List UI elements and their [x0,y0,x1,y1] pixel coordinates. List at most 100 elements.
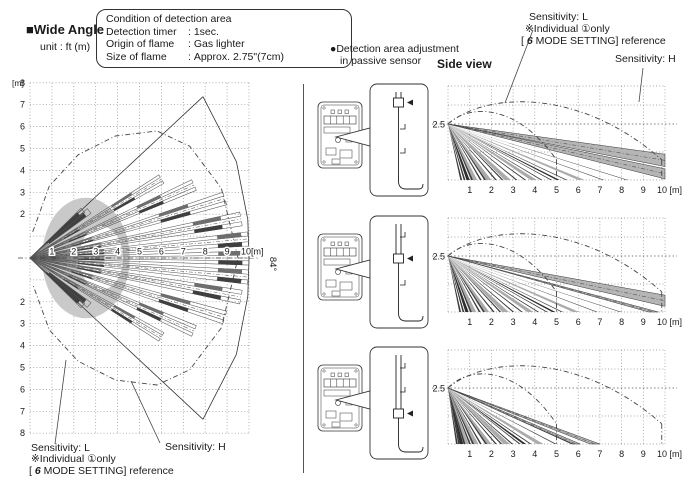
terminal-strip [323,115,357,125]
y-tick-label: 8 [20,78,25,88]
position-tick [400,124,406,130]
x-axis-unit-label: 10 [m] [657,185,682,195]
condition-box-title: Condition of detection area [106,13,232,25]
x-tick-label: 3 [93,247,98,257]
sensor-unit-drawing [317,346,429,460]
wire [398,437,424,453]
wire [398,174,424,190]
mode-setting-note-bottom: [ 6 MODE SETTING] reference [29,465,174,477]
area-slider [393,224,413,306]
adjustment-diagram-top [317,83,429,197]
individual-note-top: ※Individual ①only [525,23,610,35]
screw-hole [354,160,358,164]
x-tick-label: 5 [554,317,559,327]
x-axis-unit-label: 10 [m] [657,449,682,459]
y-tick-label: 7 [20,100,25,110]
y-tick-label: 3 [20,319,25,329]
y-axis-unit-label: [m] [12,78,24,88]
sensitivity-h-label-top: Sensitivity: H [615,53,676,65]
column-divider [303,84,304,473]
side-view-drawing: 2.5 1 2 3 4 5 6 7 8 9 10 [m] [432,349,684,461]
x-tick-label: 2 [71,247,76,257]
wire [398,306,424,322]
y-tick-label: 4 [20,341,25,351]
position-tick [400,148,406,154]
condition-value: Approx. 2.75"(7cm) [193,50,284,63]
mount-height-label: 2.5 [432,252,445,262]
x-tick-label: 8 [203,247,208,257]
x-tick-label: 7 [597,317,602,327]
condition-label: Detection timer [106,25,177,38]
screw-hole [354,238,358,242]
detection-beams [447,387,600,445]
x-tick-label: 5 [554,185,559,195]
x-tick-label: 6 [576,185,581,195]
callout-balloon [369,346,429,460]
x-tick-label: 2 [489,317,494,327]
x-tick-label: 7 [181,247,186,257]
x-tick-label: 4 [532,317,537,327]
screw-hole [354,292,358,296]
fan-angle-label: 84° [267,257,278,272]
sensitivity-l-boundary [32,130,239,386]
terminal-strip [323,247,357,257]
sensitivity-l-label-bottom: Sensitivity: L [31,442,90,454]
mode-setting-note-top: [ 6 MODE SETTING] reference [521,35,666,47]
y-tick-label: 3 [20,187,25,197]
x-tick-label: 5 [137,247,142,257]
leader-line-sensitivity-l [54,359,67,445]
x-tick-label: 9 [641,185,646,195]
condition-box: Condition of detection area Detection ti… [96,9,352,68]
sensitivity-h-arc [447,233,663,293]
x-tick-label: 1 [467,185,472,195]
x-tick-label: 9 [225,247,230,257]
page-title: ■Wide Angle [26,22,104,37]
knob-arrow-icon [407,410,413,417]
y-tick-label: 5 [20,363,25,373]
screw-hole [322,160,326,164]
y-tick-label: 6 [20,122,25,132]
x-tick-label: 3 [511,185,516,195]
sensor-unit-drawing [317,215,429,329]
bullet-icon: ● [330,43,337,55]
knob-arrow-icon [407,255,413,262]
section-marker-icon: ■ [26,22,34,37]
condition-row: Size of flame : Approx. 2.75"(7cm) [106,50,284,63]
y-tick-label: 5 [20,144,25,154]
grid [447,85,666,181]
leader-line-sensitivity-h [130,380,161,444]
leader-line-sensitivity-h-top [638,67,644,103]
x-tick-label: 3 [511,449,516,459]
position-tick [400,387,406,393]
condition-value: 1sec. [193,25,219,38]
screw-hole [322,106,326,110]
sensitivity-l-label-top: Sensitivity: L [529,11,588,23]
screw-hole [354,369,358,373]
condition-label: Size of flame [106,50,167,63]
x-tick-label: 7 [597,185,602,195]
unit-note: unit : ft (m) [40,41,91,53]
adjustment-diagram-middle [317,215,429,329]
screw-hole [322,369,326,373]
screw-hole [354,423,358,427]
y-tick-label: 2 [20,209,25,219]
mount-height-label: 2.5 [432,384,445,394]
x-tick-label: 1 [467,449,472,459]
side-view-title: Side view [437,57,492,71]
x-tick-label: 8 [619,185,624,195]
x-tick-label: 6 [576,449,581,459]
knob-arrow-icon [407,99,413,106]
x-tick-label: 9 [641,449,646,459]
screw-hole [322,423,326,427]
screw-hole [322,292,326,296]
y-tick-label: 7 [20,406,25,416]
sensitivity-h-arc [447,101,663,161]
detection-beams [30,174,250,342]
side-view-chart-near: 2.5 1 2 3 4 5 6 7 8 9 10 [m] [432,349,684,461]
y-tick-label: 4 [20,165,25,175]
area-slider [393,355,413,437]
screw-hole [354,106,358,110]
